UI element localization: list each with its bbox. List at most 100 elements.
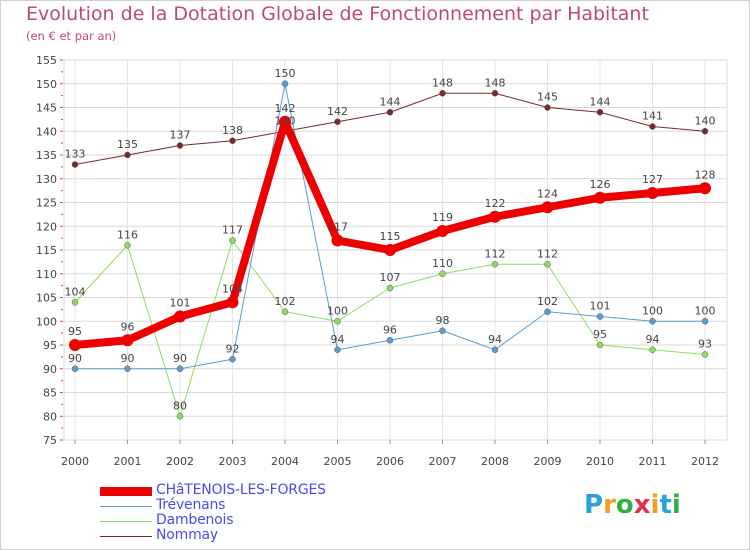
data-point	[544, 261, 551, 268]
data-point	[229, 137, 236, 144]
proxiti-logo: Proxiti	[584, 490, 681, 520]
data-point	[649, 346, 656, 353]
data-label: 100	[695, 304, 716, 317]
data-label: 135	[117, 138, 138, 151]
data-point	[649, 123, 656, 130]
data-point	[334, 118, 341, 125]
data-label: 93	[698, 338, 712, 351]
data-label: 98	[436, 314, 450, 327]
data-point	[544, 308, 551, 315]
logo-letter: P	[584, 490, 604, 520]
data-point	[124, 151, 131, 159]
data-point	[176, 142, 184, 149]
data-point	[334, 346, 341, 353]
x-tick-label: 2005	[324, 455, 352, 468]
data-label: 102	[537, 295, 558, 308]
x-tick-label: 2009	[534, 455, 562, 468]
y-tick-label: 75	[43, 434, 57, 447]
data-point	[384, 244, 396, 256]
data-label: 117	[222, 224, 243, 237]
data-label: 119	[432, 211, 453, 224]
data-point	[229, 356, 236, 363]
logo-letter: i	[671, 490, 681, 520]
data-label: 112	[537, 247, 558, 260]
data-label: 95	[593, 328, 607, 341]
data-label: 96	[121, 320, 135, 333]
data-point	[229, 237, 236, 244]
data-label: 90	[68, 352, 82, 365]
data-point	[596, 109, 604, 116]
x-tick-label: 2007	[429, 455, 457, 468]
legend-item-chatenois[interactable]: CHâTENOIS-LES-FORGES	[100, 482, 420, 499]
data-point	[649, 318, 656, 325]
data-label: 133	[65, 148, 86, 161]
y-tick-label: 105	[36, 292, 57, 305]
logo-letter: i	[650, 490, 660, 520]
data-point	[176, 413, 184, 420]
data-point	[439, 270, 446, 277]
data-label: 90	[121, 352, 135, 365]
data-point	[439, 327, 446, 334]
data-point	[491, 346, 499, 353]
data-label: 101	[170, 297, 191, 310]
data-point	[491, 90, 499, 97]
data-point	[124, 242, 131, 249]
legend-item-dambenois[interactable]: Dambenois	[100, 512, 420, 529]
x-tick-label: 2001	[114, 455, 142, 468]
y-tick-label: 150	[36, 78, 57, 91]
data-label: 142	[327, 105, 348, 118]
x-tick-label: 2000	[61, 455, 89, 468]
data-point	[701, 351, 709, 358]
logo-letter: r	[603, 490, 616, 520]
line-chart: 75 80 85 90 95 100 105 110 115 120 125 130 135 140 145…	[36, 54, 728, 468]
logo-letter: t	[659, 490, 672, 520]
y-tick-label: 90	[43, 363, 57, 376]
data-label: 92	[226, 342, 240, 355]
data-point	[439, 90, 446, 97]
y-tick-label: 80	[43, 410, 57, 423]
data-point	[541, 201, 554, 214]
x-tick-label: 2002	[166, 455, 194, 468]
data-point	[281, 308, 289, 315]
chart-subtitle: (en € et par an)	[26, 29, 117, 43]
data-point	[386, 337, 394, 344]
data-label: 80	[173, 399, 187, 412]
logo-letter: o	[615, 490, 634, 520]
data-label: 116	[117, 228, 138, 241]
x-tick-label: 2012	[691, 455, 719, 468]
y-tick-label: 95	[43, 339, 57, 352]
series-lines	[69, 80, 711, 420]
y-tick-label: 130	[36, 173, 57, 186]
y-tick-label: 125	[36, 197, 57, 210]
legend-item-nommay[interactable]: Nommay	[100, 527, 420, 544]
x-tick-label: 2004	[271, 455, 299, 468]
data-label: 112	[485, 247, 506, 260]
data-label: 104	[222, 282, 243, 295]
data-label: 101	[590, 300, 611, 313]
x-tick-label: 2003	[219, 455, 247, 468]
legend-label: Trévenans	[156, 497, 226, 513]
data-label: 127	[642, 173, 663, 186]
data-label: 94	[331, 333, 345, 346]
data-point	[334, 318, 341, 325]
data-point	[436, 225, 449, 237]
data-point	[331, 234, 344, 247]
data-label: 145	[537, 91, 558, 104]
data-point	[174, 310, 186, 323]
data-point	[71, 161, 79, 168]
data-label: 100	[327, 304, 348, 317]
data-label: 124	[537, 187, 558, 200]
data-point	[596, 313, 604, 320]
y-tick-label: 115	[36, 244, 57, 257]
data-label: 122	[485, 197, 506, 210]
data-label: 104	[65, 285, 86, 298]
data-label: 100	[642, 304, 663, 317]
data-label: 110	[432, 257, 453, 270]
legend-item-trevenans[interactable]: Trévenans	[100, 497, 420, 514]
data-point	[701, 318, 709, 325]
y-tick-label: 145	[36, 102, 57, 115]
data-point	[124, 365, 131, 372]
data-point	[544, 104, 551, 111]
data-point	[71, 299, 79, 306]
data-label: 144	[380, 95, 401, 108]
